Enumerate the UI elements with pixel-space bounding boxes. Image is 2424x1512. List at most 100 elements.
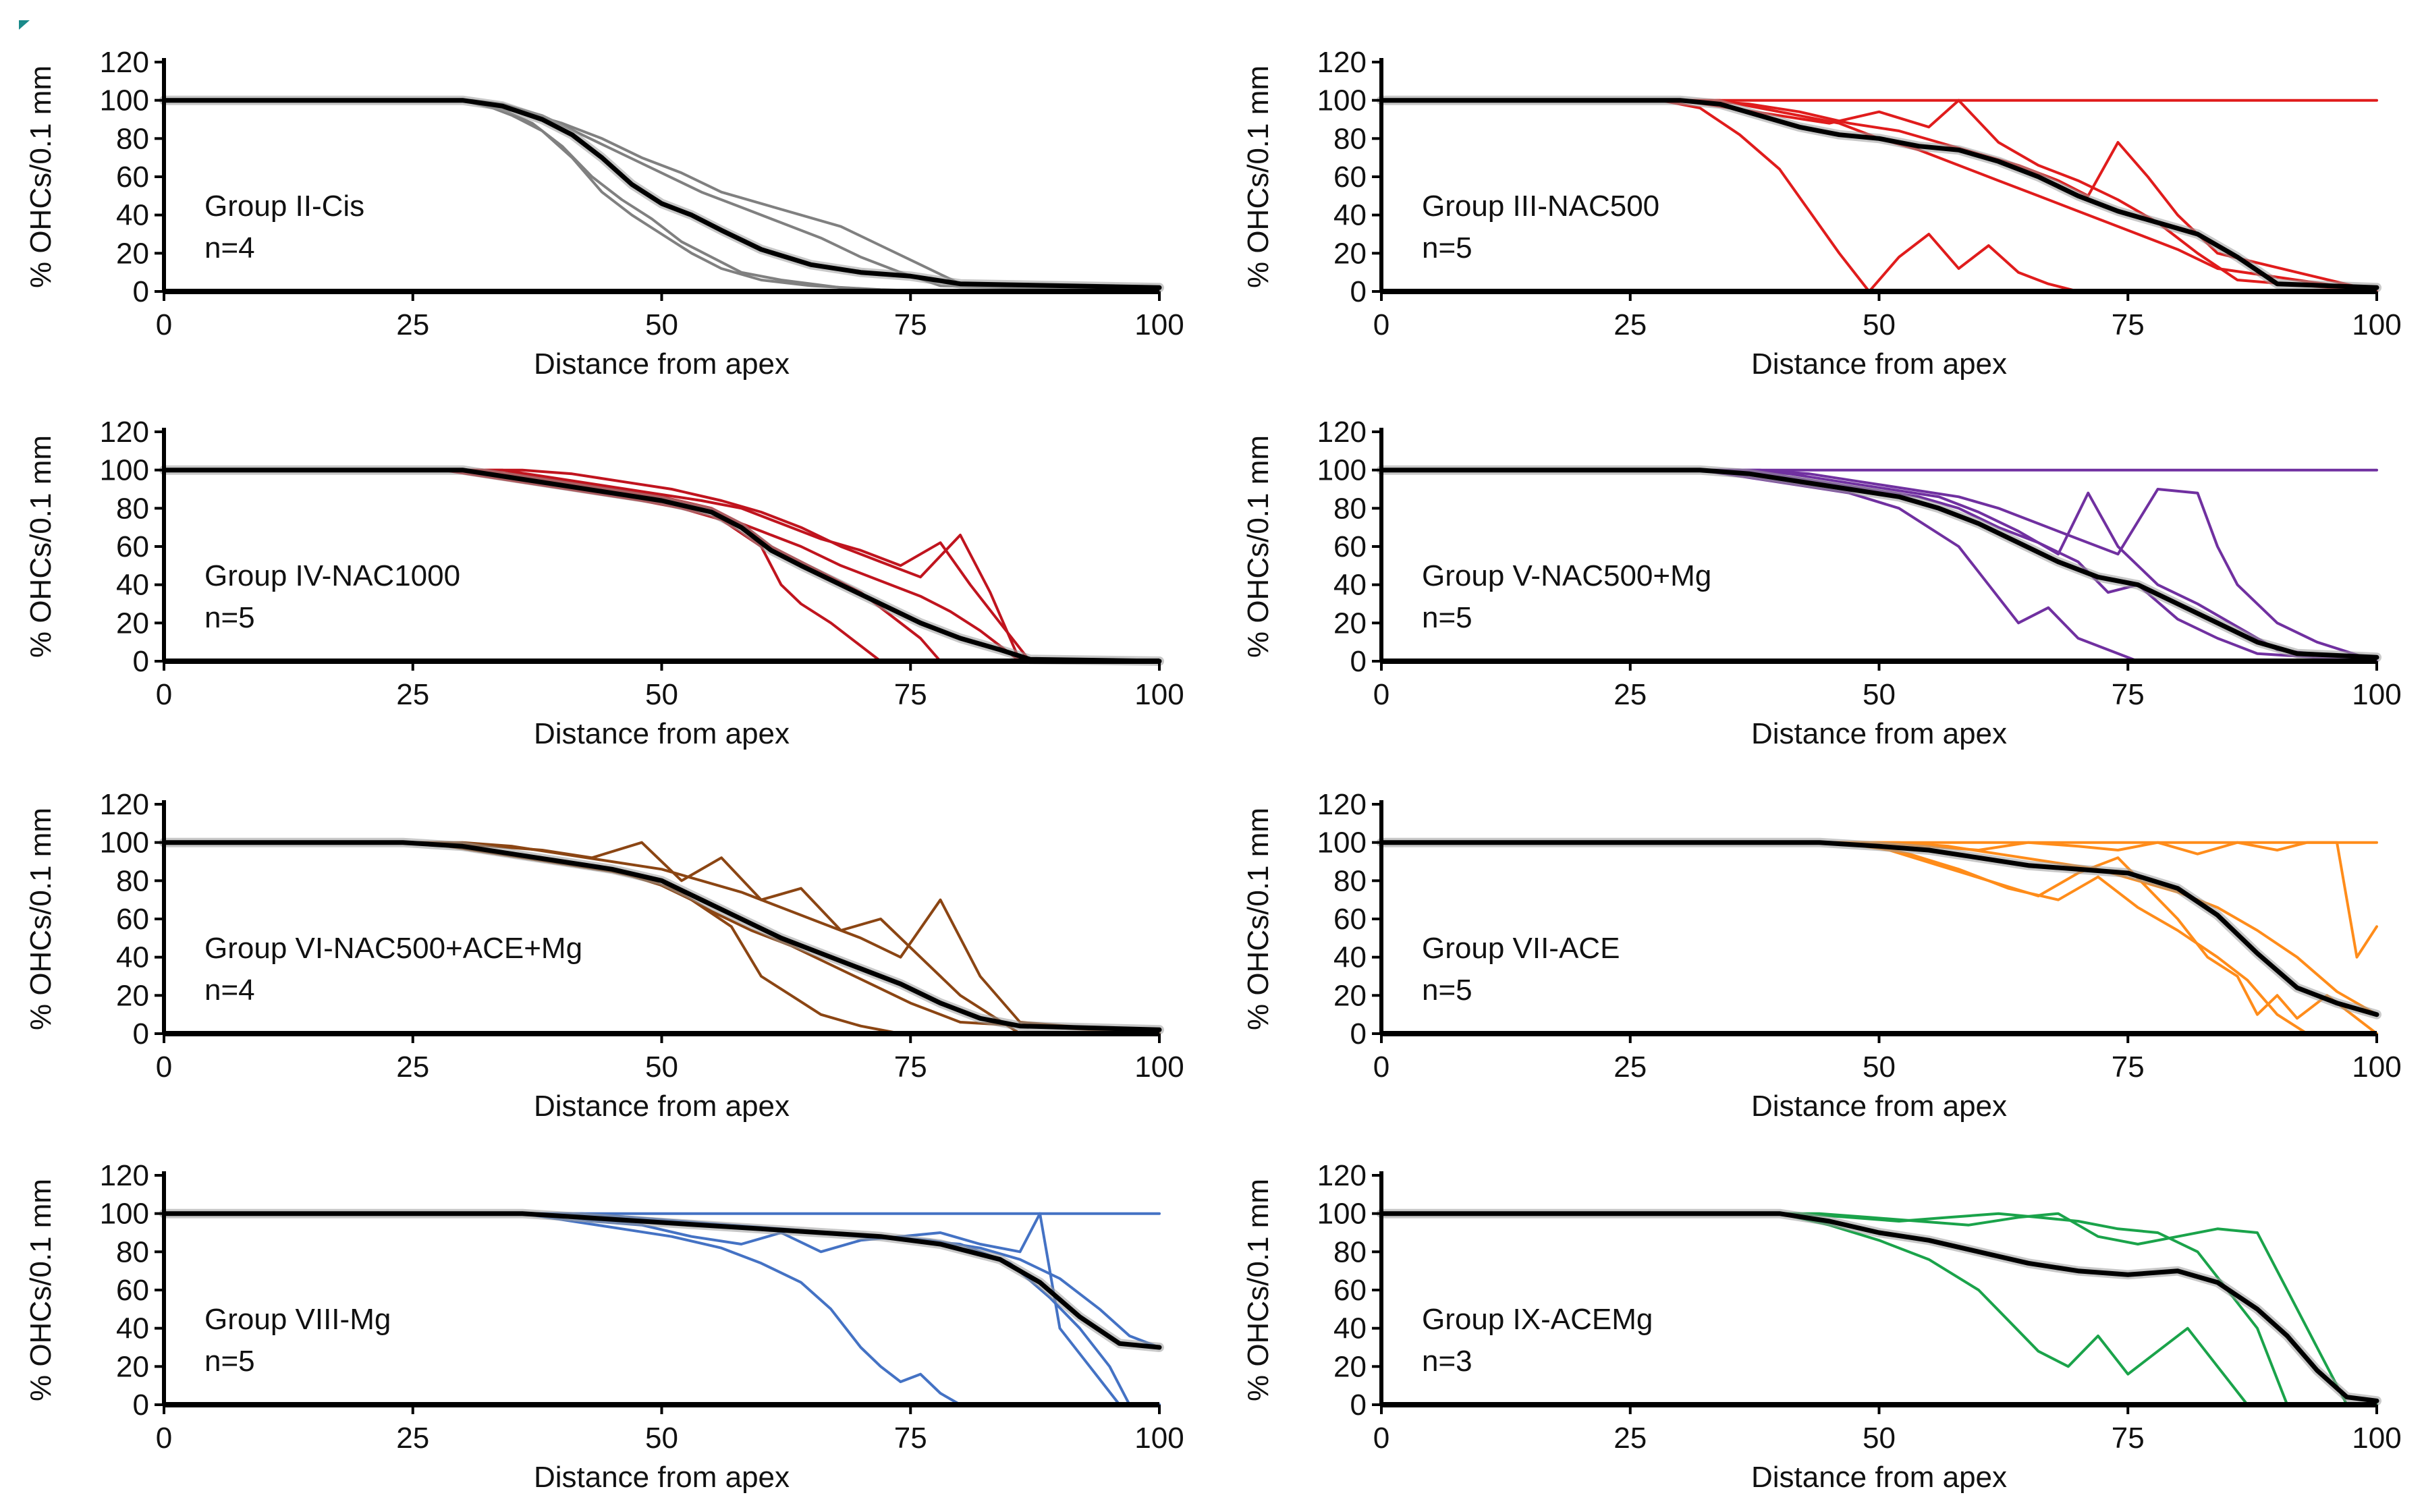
y-axis-label: % OHCs/0.1 mm: [24, 1179, 57, 1401]
x-tick-label: 25: [1614, 308, 1647, 341]
group-label: Group V-NAC500+Mg: [1422, 559, 1711, 592]
chart-panel-III: 0 20 40 60 80 100 120 0 25 50 75 100 Distance from a…: [1242, 46, 2402, 381]
series-line-individual-3: [1380, 841, 2378, 1035]
y-tick-label: 40: [116, 941, 149, 974]
series-line-individual-4: [163, 468, 1161, 663]
y-tick-label: 20: [1333, 607, 1367, 640]
y-tick-label: 100: [100, 454, 149, 487]
y-tick-label: 60: [1333, 903, 1367, 936]
y-tick-label: 120: [1317, 416, 1367, 449]
x-tick-label: 50: [645, 678, 678, 711]
x-tick-label: 25: [396, 678, 429, 711]
y-tick-label: 40: [1333, 199, 1367, 232]
corner-mark-icon: [19, 20, 30, 30]
y-tick-label: 0: [1350, 1389, 1367, 1422]
sample-size-label: n=4: [204, 974, 255, 1007]
x-axis-label: Distance from apex: [1751, 1090, 2007, 1123]
x-tick-label: 100: [1134, 1422, 1184, 1455]
x-tick-label: 25: [396, 1051, 429, 1084]
x-tick-label: 50: [645, 1422, 678, 1455]
y-tick-label: 120: [100, 416, 149, 449]
y-tick-label: 40: [1333, 569, 1367, 602]
group-label: Group IX-ACEMg: [1422, 1303, 1653, 1336]
y-axis-label: % OHCs/0.1 mm: [1242, 1179, 1275, 1401]
x-tick-label: 75: [894, 308, 927, 341]
y-tick-label: 120: [1317, 788, 1367, 821]
x-axis-label: Distance from apex: [1751, 347, 2007, 381]
group-label: Group VI-NAC500+ACE+Mg: [204, 932, 582, 965]
y-tick-label: 100: [1317, 1198, 1367, 1231]
y-tick-label: 100: [1317, 454, 1367, 487]
x-axis-label: Distance from apex: [534, 1090, 790, 1123]
x-tick-label: 75: [894, 1051, 927, 1084]
chart-panel-IX: 0 20 40 60 80 100 120 0 25 50 75 100 Distance from a…: [1242, 1159, 2402, 1494]
x-tick-label: 100: [2352, 678, 2401, 711]
x-tick-label: 0: [1373, 1422, 1389, 1455]
y-tick-label: 40: [116, 199, 149, 232]
x-tick-label: 75: [2112, 1051, 2145, 1084]
y-tick-label: 20: [116, 237, 149, 270]
y-tick-label: 40: [1333, 941, 1367, 974]
x-tick-label: 0: [156, 1051, 172, 1084]
chart-panel-IV: 0 20 40 60 80 100 120 0 25 50 75 100 Distance from a…: [24, 416, 1184, 750]
y-tick-label: 120: [1317, 1159, 1367, 1192]
y-tick-label: 20: [1333, 979, 1367, 1012]
series-line-individual-5: [1380, 99, 2378, 293]
x-axis-label: Distance from apex: [534, 717, 790, 750]
series-line-individual-4: [163, 841, 1161, 1035]
series-line-mean: [161, 1211, 1162, 1350]
y-tick-label: 20: [1333, 237, 1367, 270]
x-tick-label: 50: [1863, 1422, 1896, 1455]
x-tick-label: 25: [1614, 678, 1647, 711]
series-line-individual-5: [1380, 468, 2378, 663]
x-tick-label: 100: [1134, 678, 1184, 711]
sample-size-label: n=5: [1422, 231, 1472, 264]
x-axis-label: Distance from apex: [1751, 1461, 2007, 1494]
y-axis-label: % OHCs/0.1 mm: [1242, 808, 1275, 1030]
group-label: Group VIII-Mg: [204, 1303, 391, 1336]
x-tick-label: 25: [396, 1422, 429, 1455]
y-tick-label: 0: [1350, 275, 1367, 308]
group-label: Group IV-NAC1000: [204, 559, 460, 592]
group-label: Group II-Cis: [204, 190, 364, 223]
x-tick-label: 100: [2352, 1051, 2401, 1084]
x-tick-label: 50: [1863, 678, 1896, 711]
series-line-mean: [161, 468, 1162, 664]
y-tick-label: 60: [1333, 161, 1367, 194]
y-tick-label: 60: [1333, 1274, 1367, 1307]
y-tick-label: 0: [133, 1389, 149, 1422]
y-tick-label: 100: [1317, 827, 1367, 860]
chart-panel-II: 0 20 40 60 80 100 120 0 25 50 75 100 Distance from a…: [24, 46, 1184, 381]
x-tick-label: 75: [2112, 678, 2145, 711]
x-tick-label: 25: [396, 308, 429, 341]
y-tick-label: 40: [1333, 1312, 1367, 1345]
y-tick-label: 80: [1333, 1235, 1367, 1268]
series-line-mean: [1379, 468, 2379, 660]
y-tick-label: 60: [116, 903, 149, 936]
y-tick-label: 0: [1350, 645, 1367, 678]
series-line-individual-4: [1380, 841, 2378, 959]
x-tick-label: 25: [1614, 1422, 1647, 1455]
series-line-individual-2: [1380, 99, 2378, 293]
chart-panel-V: 0 20 40 60 80 100 120 0 25 50 75 100 Distance from a…: [1242, 416, 2402, 750]
series-line-mean: [1379, 98, 2379, 290]
series-line-individual-4: [1380, 468, 2378, 663]
chart-panel-VIII: 0 20 40 60 80 100 120 0 25 50 75 100 Distance from a…: [24, 1159, 1184, 1494]
y-tick-label: 100: [1317, 84, 1367, 117]
chart-panel-VII: 0 20 40 60 80 100 120 0 25 50 75 100 Distance from a…: [1242, 788, 2402, 1123]
series-line-individual-2: [163, 1212, 1161, 1406]
y-tick-label: 80: [116, 492, 149, 525]
series-line-individual-2: [1380, 1212, 2378, 1406]
y-tick-label: 100: [100, 84, 149, 117]
x-tick-label: 0: [156, 678, 172, 711]
group-label: Group III-NAC500: [1422, 190, 1659, 223]
series-line-mean: [1379, 840, 2379, 1017]
x-tick-label: 100: [1134, 308, 1184, 341]
y-tick-label: 60: [116, 1274, 149, 1307]
x-tick-label: 0: [156, 1422, 172, 1455]
y-axis-label: % OHCs/0.1 mm: [1242, 435, 1275, 658]
x-tick-label: 0: [1373, 308, 1389, 341]
y-tick-label: 80: [116, 1235, 149, 1268]
y-tick-label: 0: [133, 275, 149, 308]
y-axis-label: % OHCs/0.1 mm: [24, 808, 57, 1030]
